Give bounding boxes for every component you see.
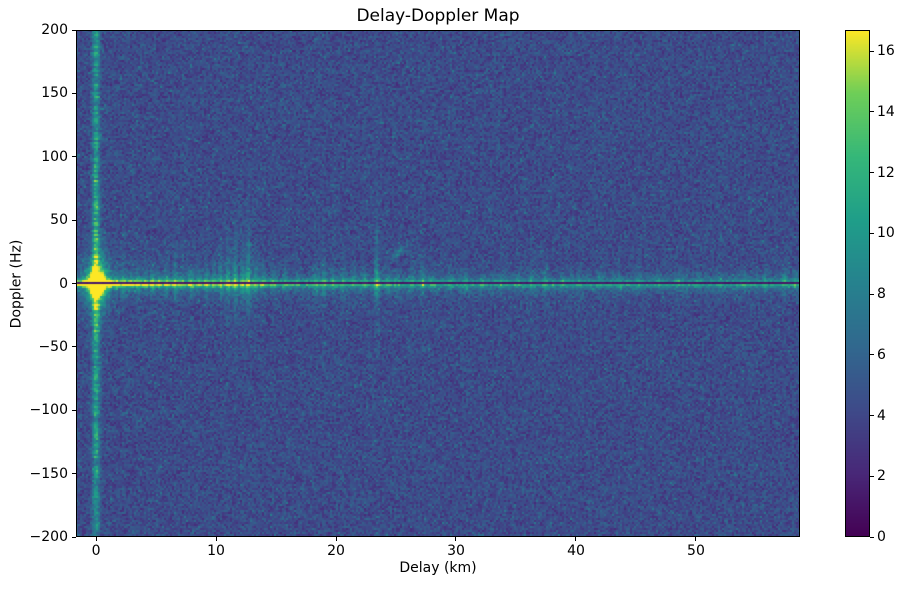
plot-title: Delay-Doppler Map (356, 6, 520, 26)
y-tick-mark (72, 156, 76, 158)
y-tick-label: −200 (29, 529, 68, 545)
y-axis-label: Doppler (Hz) (5, 30, 27, 537)
y-tick-mark (72, 92, 76, 94)
colorbar-tick-label: 12 (877, 164, 895, 181)
colorbar-tick-mark (870, 172, 874, 174)
colorbar-tick-label: 2 (877, 468, 886, 485)
y-tick-label: 200 (41, 22, 68, 38)
x-tick-mark (335, 537, 337, 541)
x-tick-mark (575, 537, 577, 541)
x-tick-label: 50 (687, 543, 705, 559)
y-tick-mark (72, 29, 76, 31)
colorbar-tick-label: 16 (877, 43, 895, 60)
x-tick-mark (455, 537, 457, 541)
colorbar-tick-label: 4 (877, 407, 886, 424)
y-tick-mark (72, 283, 76, 284)
colorbar-tick-mark (870, 111, 874, 113)
colorbar-tick-mark (870, 293, 874, 295)
colorbar-tick-mark (870, 475, 874, 477)
x-tick-label: 0 (91, 543, 101, 559)
colorbar-tick-label: 8 (877, 286, 886, 303)
y-tick-label: −100 (29, 402, 68, 419)
x-tick-mark (695, 537, 697, 541)
colorbar-tick-mark (870, 232, 874, 234)
y-tick-mark (72, 219, 76, 221)
colorbar-tick-label: 6 (877, 346, 886, 363)
y-tick-mark (72, 346, 76, 348)
x-tick-mark (95, 537, 97, 541)
y-tick-mark (72, 536, 76, 538)
colorbar-tick-label: 14 (877, 103, 895, 120)
x-tick-mark (215, 537, 217, 541)
y-axis-label-text: Doppler (Hz) (8, 239, 25, 328)
heatmap-canvas (76, 30, 800, 537)
colorbar (845, 30, 870, 537)
colorbar-tick-label: 10 (877, 225, 895, 242)
colorbar-tick-label: 0 (877, 529, 886, 545)
colorbar-tick-mark (870, 50, 874, 52)
colorbar-tick-mark (870, 415, 874, 417)
y-tick-label: −50 (38, 338, 68, 355)
y-tick-label: 50 (50, 212, 68, 229)
y-tick-mark (72, 473, 76, 475)
x-tick-label: 20 (327, 543, 345, 559)
colorbar-tick-mark (870, 354, 874, 356)
y-tick-label: 100 (41, 148, 68, 165)
x-tick-label: 10 (207, 543, 225, 559)
y-tick-label: −150 (29, 465, 68, 482)
y-tick-label: 150 (41, 85, 68, 102)
x-axis-label: Delay (km) (399, 560, 477, 576)
colorbar-tick-mark (870, 536, 874, 538)
x-tick-label: 30 (447, 543, 465, 559)
y-tick-label: 0 (59, 275, 68, 292)
x-tick-label: 40 (567, 543, 585, 559)
y-tick-mark (72, 409, 76, 411)
